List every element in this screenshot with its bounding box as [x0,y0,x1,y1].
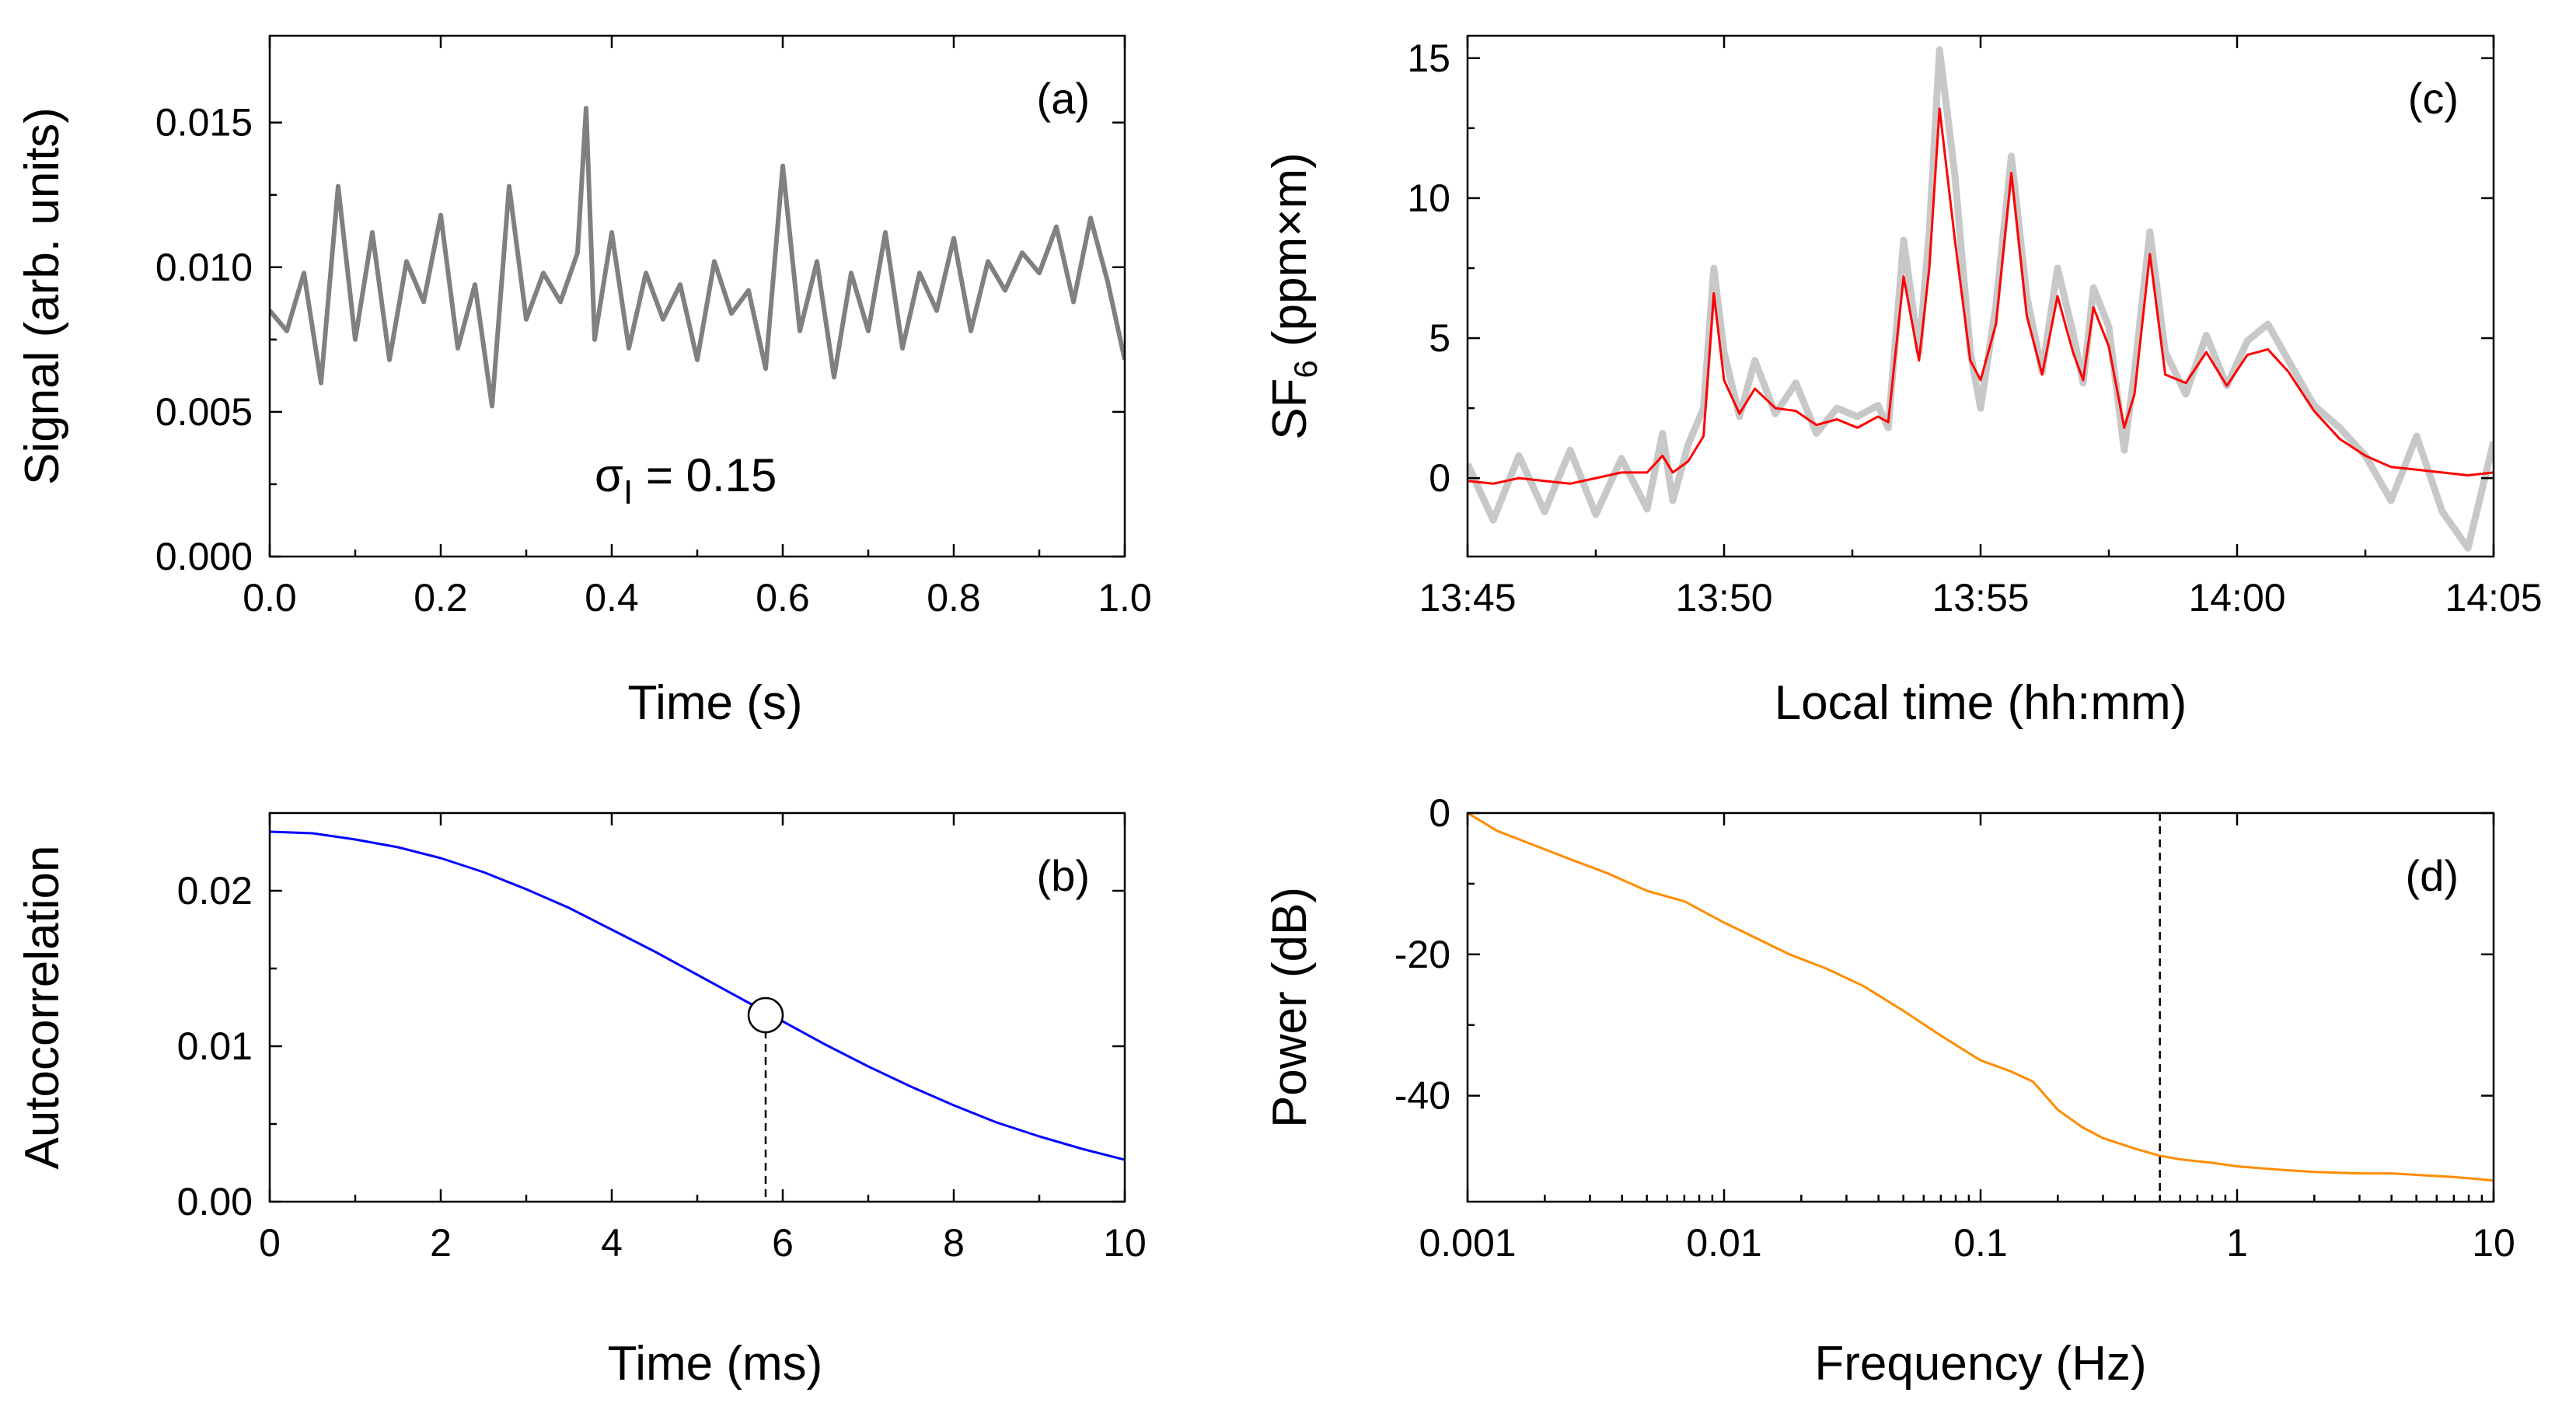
x-tick-label: 8 [943,1221,965,1265]
x-tick-label: 0.2 [414,576,468,619]
x-tick-label: 0 [259,1221,281,1265]
y-tick-label: 0.02 [177,869,253,913]
panel-label-b: (b) [1037,851,1090,900]
sigma-annotation: σI = 0.15 [595,449,777,511]
x-tick-label: 0.8 [927,576,981,619]
x-axis-label: Local time (hh:mm) [1775,676,2187,730]
y-axis-label: Autocorrelation [16,845,69,1169]
y-tick-label: 15 [1407,37,1450,80]
series-line-b-0 [270,830,1125,1161]
x-tick-label: 10 [1103,1221,1147,1265]
plot-frame-b [268,811,1126,1203]
x-tick-label: 4 [601,1221,623,1265]
x-tick-label: 0.0 [243,576,297,619]
x-tick-label: 0.1 [1953,1221,2008,1265]
x-tick-label: 1.0 [1098,576,1152,619]
panel-label-a: (a) [1037,74,1090,123]
y-axis-label: SF6 (ppm×m) [1263,152,1324,440]
chart-panel-c: 13:45 13:50 13:55 14:00 14:05 0 5 10 15 Local tim… [1263,34,2543,730]
y-tick-label: -20 [1394,933,1450,976]
x-tick-label: 1 [2226,1221,2248,1265]
x-tick-label: 0.4 [585,576,639,619]
x-axis-label: Time (s) [628,676,803,730]
series-line-a-0 [270,106,1125,409]
highlight-marker [747,996,784,1034]
x-axis-label: Time (ms) [608,1337,823,1391]
y-tick-label: 0 [1429,456,1450,500]
x-axis-label: Frequency (Hz) [1814,1337,2146,1391]
x-tick-label: 0.001 [1419,1221,1516,1265]
x-tick-label: 0.01 [1686,1221,1761,1265]
chart-panel-a: 0.0 0.2 0.4 0.6 0.8 1.0 0.000 0.005 0.010 0.015 Ti… [16,34,1152,730]
y-tick-label: 10 [1407,176,1450,220]
series-line-c-1 [1468,107,2494,485]
panel-label-d: (d) [2406,851,2459,900]
x-tick-label: 14:05 [2445,576,2542,619]
plot-frame-d [1466,811,2495,1203]
x-tick-label: 6 [772,1221,794,1265]
y-tick-label: 0.015 [155,101,253,145]
chart-panel-b: 0 2 4 6 8 10 0.00 0.01 0.02 Time (ms) Autocorrelat… [16,811,1147,1391]
x-tick-label: 0.6 [756,576,810,619]
y-tick-label: -40 [1394,1074,1450,1118]
series-line-d-0 [1468,813,2494,1182]
x-tick-label: 10 [2472,1221,2515,1265]
x-tick-label: 2 [430,1221,452,1265]
y-tick-label: 0.00 [177,1180,253,1223]
plot-frame-c [1466,34,2495,558]
x-tick-label: 14:00 [2188,576,2285,619]
y-tick-label: 5 [1429,316,1450,360]
y-axis-label: Power (dB) [1263,887,1317,1128]
y-tick-label: 0.01 [177,1024,253,1068]
chart-panel-d: 0.001 0.01 0.1 1 10 0 -20 -40 Frequency (Hz) Powe… [1263,791,2515,1391]
y-tick-label: 0.010 [155,246,253,289]
y-tick-label: 0.005 [155,390,253,434]
x-tick-label: 13:50 [1675,576,1772,619]
panel-label-c: (c) [2408,74,2459,123]
y-axis-label: Signal (arb. units) [16,107,69,485]
x-tick-label: 13:45 [1419,576,1516,619]
y-tick-label: 0.000 [155,535,253,578]
y-tick-label: 0 [1429,791,1450,835]
x-tick-label: 13:55 [1932,576,2029,619]
